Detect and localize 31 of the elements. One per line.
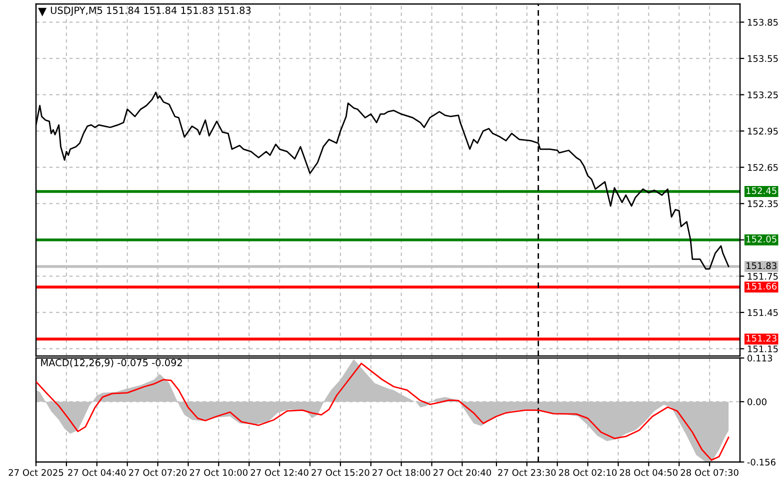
y-tick-label: 151.75 <box>748 273 778 280</box>
ref-line-label: 151.23 <box>746 334 776 342</box>
y-tick-label: -0.156 <box>747 458 776 466</box>
ref-line-label: 151.66 <box>746 282 777 290</box>
x-tick-label: 27 Oct 18:00 <box>372 469 430 476</box>
y-tick-label: 0.113 <box>748 354 772 362</box>
ref-line-label: 151.83 <box>746 262 776 270</box>
x-tick-label: 28 Oct 07:30 <box>680 469 738 476</box>
y-tick-label: 153.25 <box>748 91 778 98</box>
chart-title: MACD(12,26,9) -0.075 -0.092 <box>41 358 182 368</box>
y-tick-label: 152.95 <box>748 128 778 135</box>
ref-line-label: 152.05 <box>746 236 776 242</box>
x-tick-label: 27 Oct 2025 <box>8 469 64 476</box>
y-tick-label: 151.15 <box>748 346 778 352</box>
x-tick-label: 27 Oct 15:20 <box>312 469 370 476</box>
x-tick-label: 27 Oct 04:40 <box>68 469 126 476</box>
ref-line-label: 152.45 <box>746 187 776 194</box>
x-tick-label: 27 Oct 10:00 <box>190 469 248 476</box>
y-tick-label: 153.85 <box>748 18 778 26</box>
x-tick-label: 27 Oct 07:20 <box>129 469 187 476</box>
y-tick-label: 151.45 <box>748 309 778 316</box>
chart-title: USDJPY,M5 151.84 151.84 151.83 151.83 <box>50 6 251 16</box>
x-tick-label: 27 Oct 12:40 <box>250 469 308 476</box>
x-tick-label: 27 Oct 20:40 <box>433 469 492 476</box>
x-tick-label: 28 Oct 04:50 <box>620 469 678 476</box>
y-tick-label: 152.65 <box>748 164 778 171</box>
y-tick-label: 152.35 <box>748 200 778 208</box>
y-tick-label: 153.55 <box>748 55 778 62</box>
y-tick-label: 0.00 <box>748 398 766 406</box>
x-tick-label: 27 Oct 23:30 <box>498 469 556 476</box>
x-tick-label: 28 Oct 02:10 <box>559 469 617 476</box>
